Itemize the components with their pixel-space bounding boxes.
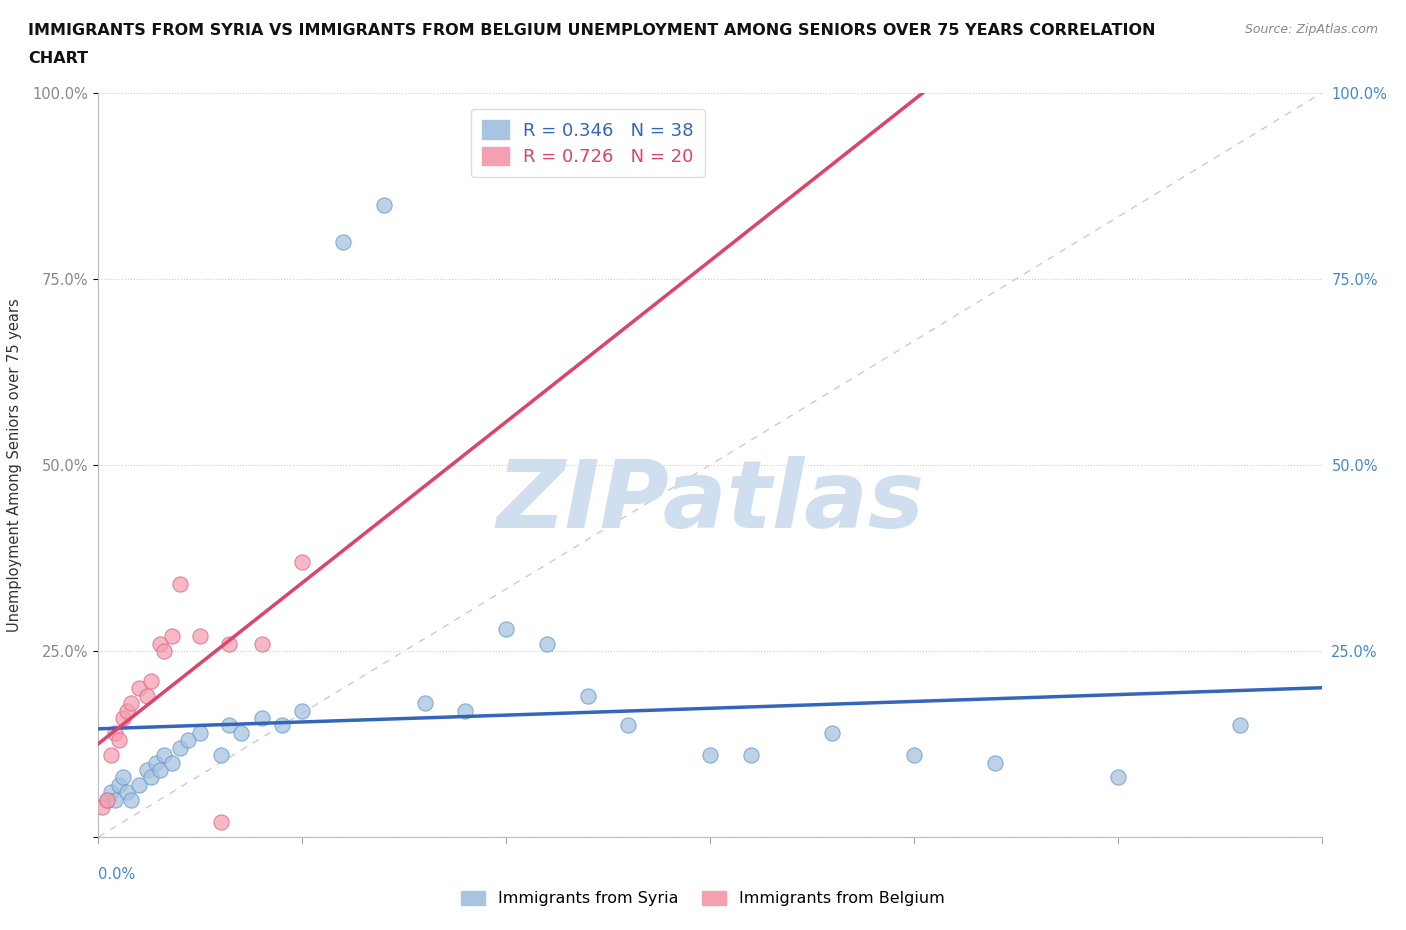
Point (270, 718, 292, 733)
Point (699, 748, 721, 763)
Point (740, 748, 762, 763)
Point (250, 636, 273, 651)
Point (373, 197, 395, 212)
Point (332, 234, 354, 249)
Point (231, 725, 253, 740)
Text: CHART: CHART (28, 51, 89, 66)
Point (291, 703, 314, 718)
Point (128, 681, 150, 696)
Point (169, 740, 191, 755)
Point (145, 755, 167, 770)
Point (536, 636, 558, 651)
Point (1107, 770, 1129, 785)
Point (104, 792, 127, 807)
Point (91, 800, 114, 815)
Point (177, 733, 200, 748)
Point (111, 711, 134, 725)
Point (903, 748, 925, 763)
Point (115, 703, 138, 718)
Point (218, 636, 240, 651)
Point (100, 785, 122, 800)
Point (141, 770, 163, 785)
Point (209, 815, 232, 830)
Point (100, 748, 122, 763)
Point (120, 696, 142, 711)
Point (188, 629, 212, 644)
Point (821, 725, 844, 740)
Point (576, 688, 599, 703)
Point (495, 621, 517, 636)
Point (96, 792, 118, 807)
Point (250, 711, 273, 725)
Text: IMMIGRANTS FROM SYRIA VS IMMIGRANTS FROM BELGIUM UNEMPLOYMENT AMONG SENIORS OVER: IMMIGRANTS FROM SYRIA VS IMMIGRANTS FROM… (28, 23, 1156, 38)
Point (111, 770, 134, 785)
Legend: R = 0.346   N = 38, R = 0.726   N = 20: R = 0.346 N = 38, R = 0.726 N = 20 (471, 110, 704, 177)
Point (115, 785, 138, 800)
Point (120, 792, 142, 807)
Point (141, 673, 163, 688)
Point (209, 748, 232, 763)
Point (152, 748, 174, 763)
Point (108, 733, 131, 748)
Point (169, 577, 191, 591)
Point (149, 763, 172, 777)
Point (152, 644, 174, 658)
Point (136, 688, 159, 703)
Point (149, 636, 172, 651)
Point (136, 763, 159, 777)
Point (188, 725, 212, 740)
Legend: Immigrants from Syria, Immigrants from Belgium: Immigrants from Syria, Immigrants from B… (454, 884, 952, 912)
Text: Source: ZipAtlas.com: Source: ZipAtlas.com (1244, 23, 1378, 36)
Point (454, 703, 477, 718)
Point (160, 755, 183, 770)
Point (128, 777, 150, 792)
Point (108, 777, 131, 792)
Y-axis label: Unemployment Among Seniors over 75 years: Unemployment Among Seniors over 75 years (7, 299, 21, 631)
Point (1229, 718, 1251, 733)
Point (291, 554, 314, 569)
Point (413, 696, 436, 711)
Text: ZIPatlas: ZIPatlas (496, 457, 924, 548)
Point (160, 629, 183, 644)
Point (96, 792, 118, 807)
Point (984, 755, 1007, 770)
Point (104, 725, 127, 740)
Text: 0.0%: 0.0% (98, 867, 135, 882)
Point (218, 718, 240, 733)
Point (617, 718, 640, 733)
